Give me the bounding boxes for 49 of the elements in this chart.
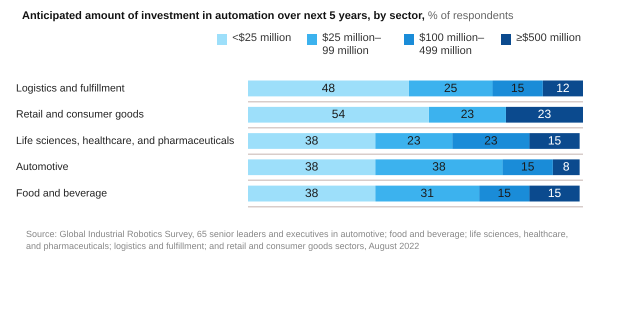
bar [375,186,480,202]
data-label: 15 [548,186,562,200]
y-tick-label: Life sciences, healthcare, and pharmaceuticals [16,134,234,147]
bar [248,80,409,96]
data-label: 48 [322,80,336,95]
data-label: 38 [432,160,446,174]
data-label: 54 [332,107,346,122]
data-label: 38 [304,160,319,174]
data-label: 31 [420,186,434,200]
data-label: 23 [538,107,552,122]
y-tick-label: Food and beverage [16,187,108,200]
data-label: 38 [304,133,319,148]
bar [479,186,530,202]
bar [529,186,580,202]
data-label: 23 [460,107,474,122]
bar [452,133,530,149]
bar [248,133,376,149]
data-label: 8 [562,160,570,174]
data-label: 15 [498,186,512,200]
y-tick-label: Retail and consumer goods [16,108,144,121]
legend-label: ≥$500 million [516,32,581,45]
bar [542,80,583,96]
data-label: 25 [444,80,458,95]
chart-title: Anticipated amount of investment in automation over next 5 years, by sector, [22,10,425,22]
legend-label: $100 million–499 million [419,32,486,58]
bar [248,186,376,202]
bar [492,80,543,96]
data-label: 15 [521,160,535,174]
bar [408,80,493,96]
data-label: 12 [556,80,570,95]
bar [248,159,376,176]
bar [375,159,503,176]
bar [502,159,553,176]
bar [506,106,583,123]
data-label: 15 [510,80,525,95]
data-label: 15 [548,133,562,148]
source-note: Source: Global Industrial Robotics Survey, 65 senior leaders and executives in automotive; food and beverage; life sciences, healthcare, and pharmaceuticals; logistics and fulfillment; and retail and consumer goods sectors, August 2022 [25,228,570,252]
data-label: 38 [304,186,319,200]
legend-label: $25 million–99 million [322,32,382,58]
y-tick-label: Automotive [16,161,69,174]
bar [248,106,429,123]
bar [428,106,506,123]
y-tick-label: Logistics and fulfillment [16,82,125,94]
bar [529,133,580,149]
data-label: 23 [484,133,498,148]
legend-label: <$25 million [232,32,292,45]
chart-subtitle: % of respondents [428,10,514,22]
data-label: 23 [407,133,421,148]
bar [375,133,452,149]
